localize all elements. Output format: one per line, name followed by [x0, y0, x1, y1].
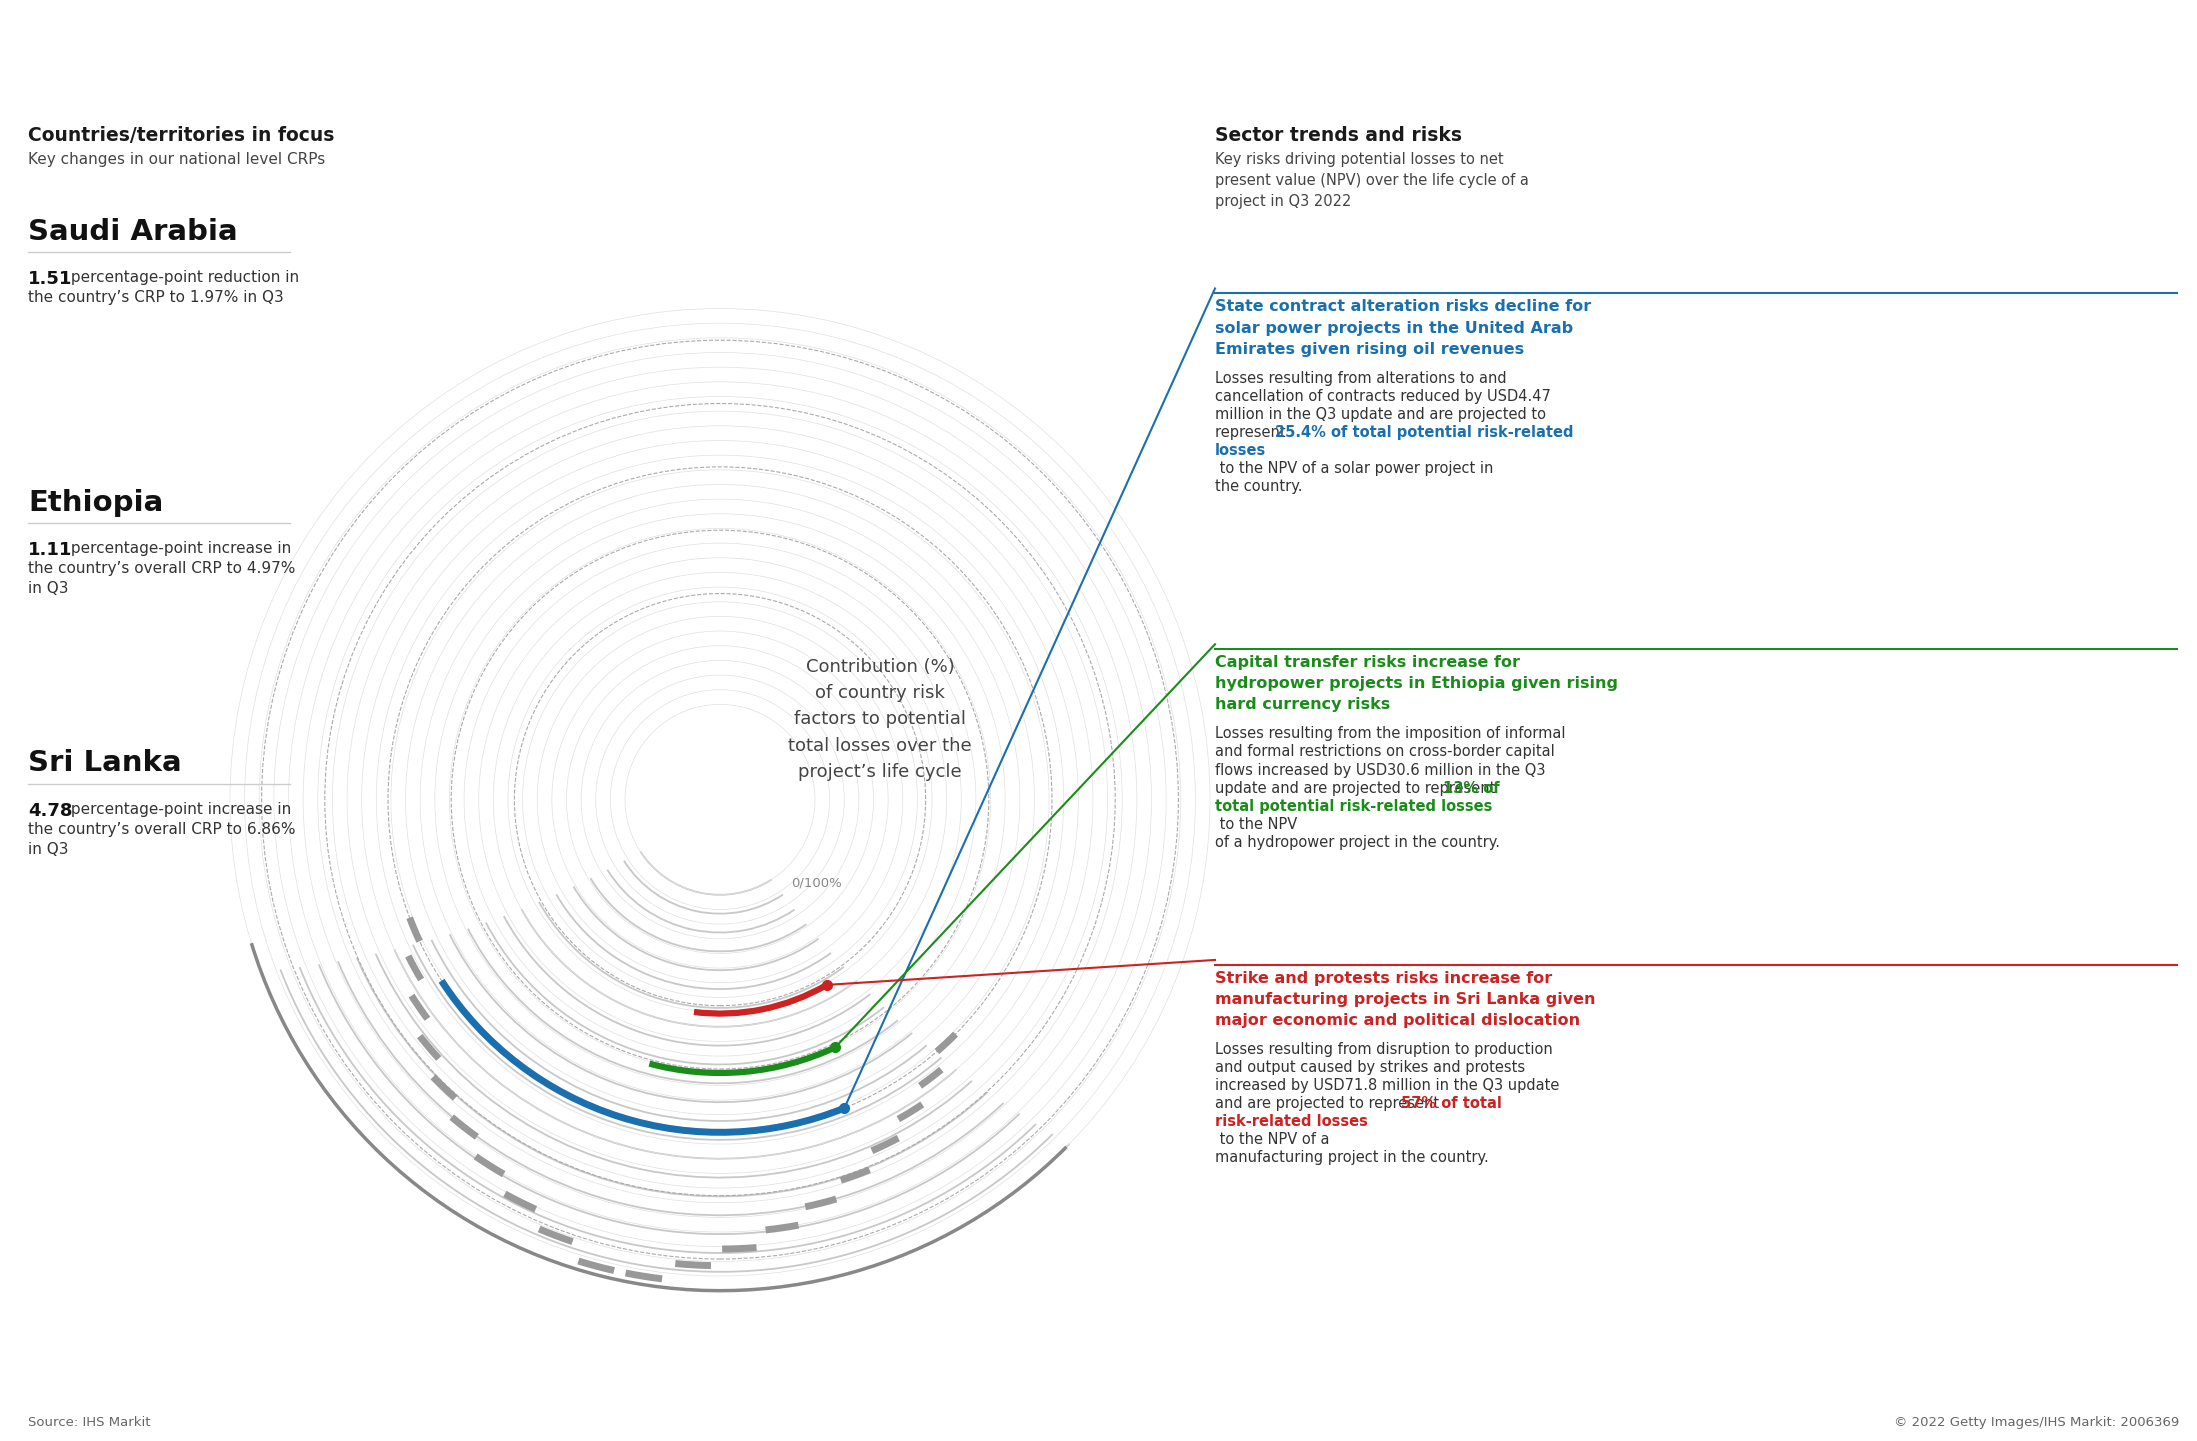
- Text: percentage-point increase in: percentage-point increase in: [66, 540, 292, 556]
- Text: 0/100%: 0/100%: [791, 876, 841, 889]
- Text: and output caused by strikes and protests: and output caused by strikes and protest…: [1215, 1061, 1525, 1075]
- Text: to the NPV of a solar power project in: to the NPV of a solar power project in: [1215, 461, 1494, 476]
- Text: 4.78: 4.78: [29, 801, 73, 820]
- Text: Losses resulting from the imposition of informal: Losses resulting from the imposition of …: [1215, 726, 1566, 742]
- Text: 25.4% of total potential risk-related: 25.4% of total potential risk-related: [1274, 425, 1573, 440]
- Text: Strike and protests risks increase for: Strike and protests risks increase for: [1215, 971, 1553, 986]
- Text: Losses resulting from disruption to production: Losses resulting from disruption to prod…: [1215, 1042, 1553, 1058]
- Text: to the NPV: to the NPV: [1215, 817, 1296, 831]
- Text: Saudi Arabia: Saudi Arabia: [29, 219, 237, 246]
- Text: and are projected to represent: and are projected to represent: [1215, 1097, 1443, 1111]
- Text: losses: losses: [1215, 442, 1265, 458]
- Text: 57% of total: 57% of total: [1402, 1097, 1503, 1111]
- Text: increased by USD71.8 million in the Q3 update: increased by USD71.8 million in the Q3 u…: [1215, 1078, 1560, 1094]
- Text: 1.11: 1.11: [29, 540, 73, 559]
- Text: cancellation of contracts reduced by USD4.47: cancellation of contracts reduced by USD…: [1215, 389, 1551, 403]
- Text: update and are projected to represent: update and are projected to represent: [1215, 781, 1501, 795]
- Text: manufacturing project in the country.: manufacturing project in the country.: [1215, 1150, 1490, 1166]
- Text: and formal restrictions on cross-border capital: and formal restrictions on cross-border …: [1215, 745, 1555, 759]
- Text: Ethiopia: Ethiopia: [29, 488, 163, 517]
- Text: to the NPV of a: to the NPV of a: [1215, 1133, 1329, 1147]
- Text: of a hydropower project in the country.: of a hydropower project in the country.: [1215, 834, 1501, 850]
- Text: the country.: the country.: [1215, 478, 1303, 494]
- Text: percentage-point reduction in: percentage-point reduction in: [66, 271, 299, 285]
- Text: the country’s overall CRP to 6.86%: the country’s overall CRP to 6.86%: [29, 821, 297, 837]
- Text: State contract alteration risks decline for: State contract alteration risks decline …: [1215, 300, 1591, 314]
- Text: major economic and political dislocation: major economic and political dislocation: [1215, 1013, 1580, 1027]
- Text: risk-related losses: risk-related losses: [1215, 1114, 1369, 1130]
- Text: total potential risk-related losses: total potential risk-related losses: [1215, 798, 1492, 814]
- Text: Losses resulting from alterations to and: Losses resulting from alterations to and: [1215, 370, 1507, 386]
- Text: million in the Q3 update and are projected to: million in the Q3 update and are project…: [1215, 406, 1547, 422]
- Text: in Q3: in Q3: [29, 581, 68, 597]
- Text: Sector trends and risks: Sector trends and risks: [1215, 127, 1461, 146]
- Text: Emirates given rising oil revenues: Emirates given rising oil revenues: [1215, 342, 1525, 356]
- Text: in Q3: in Q3: [29, 842, 68, 857]
- Text: Sri Lanka: Sri Lanka: [29, 749, 182, 778]
- Text: solar power projects in the United Arab: solar power projects in the United Arab: [1215, 320, 1573, 336]
- Text: Countries/territories in focus: Countries/territories in focus: [29, 127, 334, 146]
- Text: hard currency risks: hard currency risks: [1215, 697, 1391, 712]
- Text: 1.51: 1.51: [29, 271, 73, 288]
- Text: flows increased by USD30.6 million in the Q3: flows increased by USD30.6 million in th…: [1215, 762, 1544, 778]
- Text: represent: represent: [1215, 425, 1290, 440]
- Text: 13% of: 13% of: [1443, 781, 1501, 795]
- Text: Key risks driving potential losses to net
present value (NPV) over the life cycl: Key risks driving potential losses to ne…: [1215, 153, 1529, 209]
- Text: Capital transfer risks increase for: Capital transfer risks increase for: [1215, 656, 1520, 670]
- Text: © 2022 Getty Images/IHS Markit: 2006369: © 2022 Getty Images/IHS Markit: 2006369: [1894, 1417, 2179, 1429]
- Text: Notable trends in IHS Markit's Country Risk Premiums for the Q3 2022 update: Notable trends in IHS Markit's Country R…: [26, 39, 1435, 69]
- Text: the country’s CRP to 1.97% in Q3: the country’s CRP to 1.97% in Q3: [29, 291, 283, 305]
- Text: Source: IHS Markit: Source: IHS Markit: [29, 1417, 152, 1429]
- Text: the country’s overall CRP to 4.97%: the country’s overall CRP to 4.97%: [29, 561, 294, 576]
- Text: manufacturing projects in Sri Lanka given: manufacturing projects in Sri Lanka give…: [1215, 991, 1595, 1007]
- Text: Contribution (%)
of country risk
factors to potential
total losses over the
proj: Contribution (%) of country risk factors…: [789, 657, 971, 781]
- Text: hydropower projects in Ethiopia given rising: hydropower projects in Ethiopia given ri…: [1215, 676, 1617, 692]
- Text: Key changes in our national level CRPs: Key changes in our national level CRPs: [29, 153, 325, 167]
- Text: percentage-point increase in: percentage-point increase in: [66, 801, 292, 817]
